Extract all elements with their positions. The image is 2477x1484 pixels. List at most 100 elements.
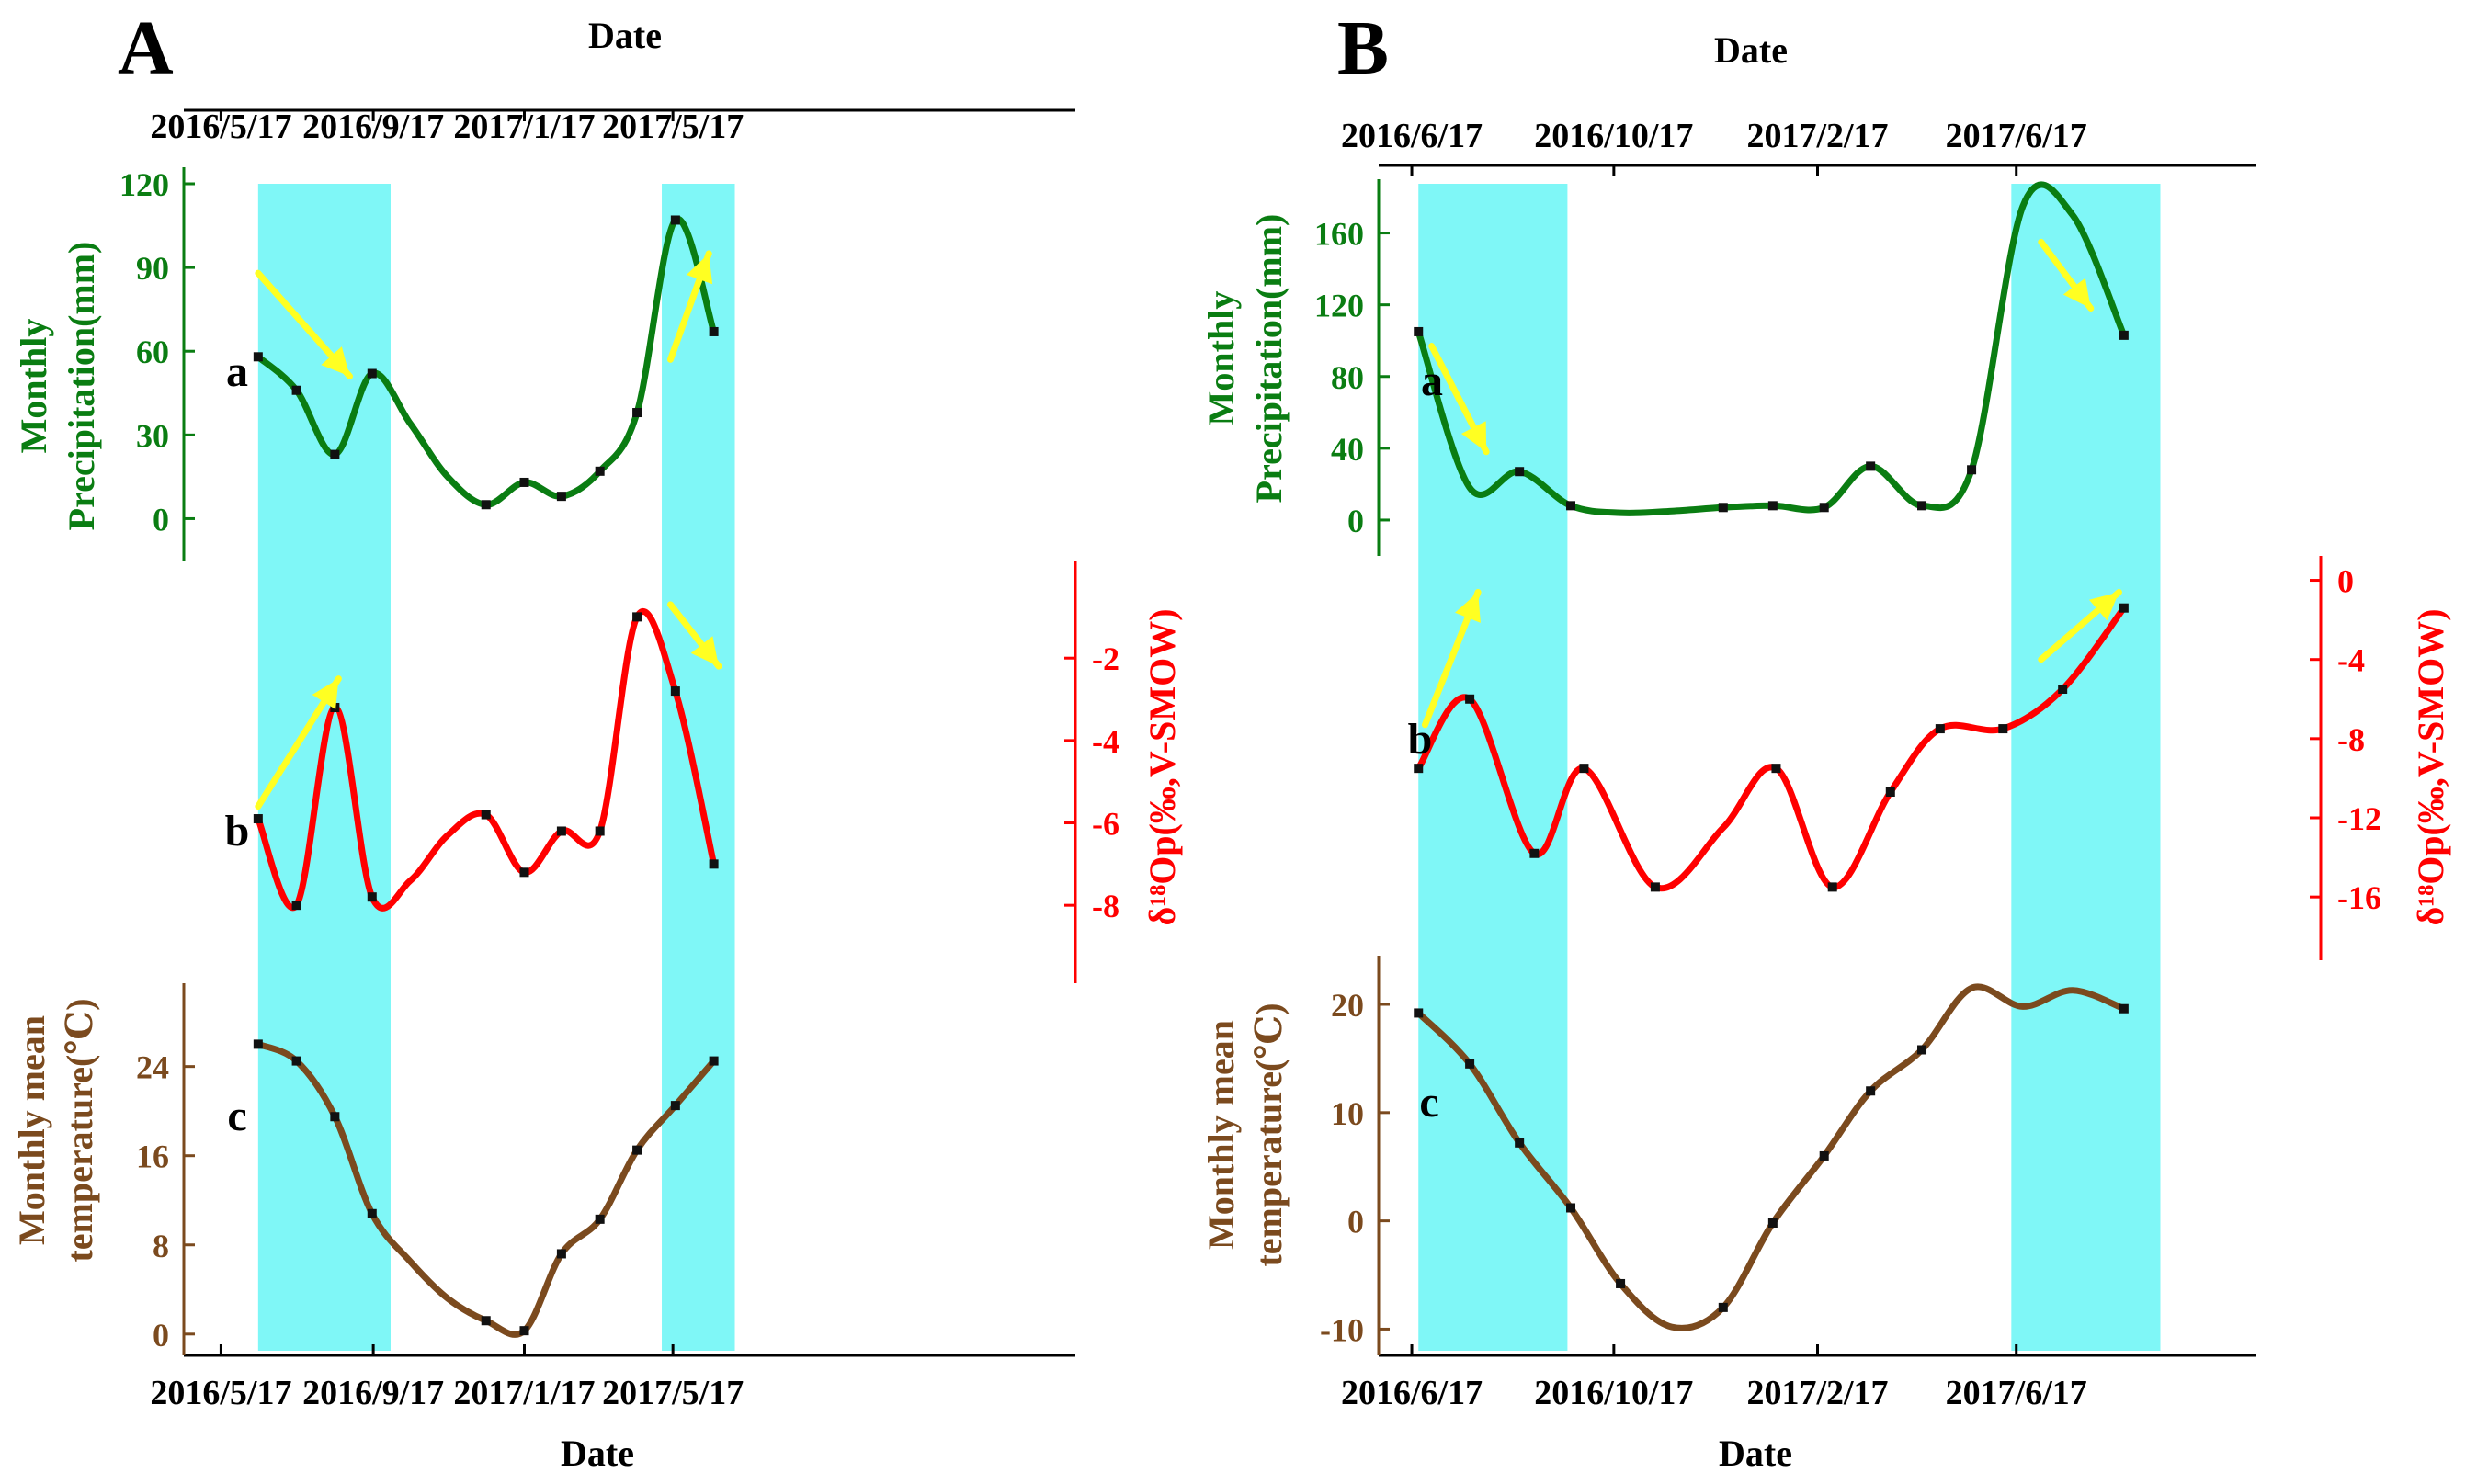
panel-b-b-y-tick-label: -4 (2337, 642, 2365, 679)
panel-a-letter: A (118, 6, 174, 91)
panel-a-series-c-point (709, 1056, 719, 1066)
panel-b-bottom-x-tick-label: 2017/2/17 (1746, 1374, 1888, 1412)
panel-a-series-c-point (291, 1056, 301, 1066)
panel-b-c-y-tick-label: -10 (1320, 1311, 1364, 1348)
panel-a-c-y-tick-label: 24 (136, 1049, 169, 1086)
panel-b-c-y-tick-label: 10 (1331, 1095, 1364, 1132)
panel-a-series-b-point (253, 814, 263, 824)
panel-b-d18o-ylabel: δ¹⁸Op(‰,V-SMOW) (2410, 608, 2451, 925)
panel-a-series-a-point (481, 500, 491, 510)
panel-a-series-b-point (670, 686, 680, 697)
panel-b-series-b-point (1465, 694, 1475, 704)
panel-a-shaded-period-2 (662, 184, 735, 1351)
panel-a-series-c-point (481, 1316, 491, 1326)
panel-b-top-x-tick-label: 2017/2/17 (1746, 117, 1888, 155)
panel-b-series-c-line (1415, 983, 2128, 1331)
panel-b-temp-ylabel-line1: Monthly mean (1200, 1020, 1242, 1250)
panel-b-precip-ylabel-line1: Monthly (1200, 291, 1242, 426)
panel-a-b-y-tick-label: -4 (1092, 723, 1119, 760)
panel-a-series-a-point (632, 408, 642, 418)
panel-a-series-b-point (556, 826, 566, 836)
panel-b-shaded-period-2 (2011, 184, 2161, 1351)
panel-a-a-y-tick-label: 120 (119, 166, 169, 203)
panel-b-letter: B (1337, 6, 1389, 91)
panel-b-sub-c: c (1419, 1078, 1438, 1127)
panel-b-series-b-point (1935, 724, 1945, 734)
panel-b-series-c-point (1718, 1302, 1728, 1312)
panel-a-trend-arrow-3-head (686, 253, 713, 285)
panel-a-series-c-point (556, 1249, 566, 1259)
panel-b-series-b-point (1885, 787, 1895, 797)
panel-b-series-c-point (2119, 1003, 2129, 1014)
panel-a-series-c-point (670, 1101, 680, 1111)
panel-a-trend-arrow-1-head (321, 346, 350, 377)
panel-b-series-a-point (1967, 465, 1977, 475)
panel-a-series-c-point (253, 1039, 263, 1049)
panel-b-a-y-tick-label: 160 (1314, 216, 1364, 253)
panel-a-a-y-tick-label: 60 (136, 334, 169, 370)
panel-a-temp-ylabel-line2: temperature(℃) (59, 998, 100, 1262)
panel-b-series-a-point (1819, 503, 1829, 513)
panel-b-series-c-point (1465, 1059, 1475, 1069)
panel-a-b-y-tick-label: -8 (1092, 888, 1119, 924)
panel-b-bottom-x-tick-label: 2016/6/17 (1341, 1374, 1483, 1412)
panel-b-top-date-label: Date (1714, 29, 1788, 71)
panel-a-series-b-point (595, 826, 605, 836)
panel-b-series-b-point (1529, 848, 1540, 858)
panel-b-series-b-line (1415, 605, 2128, 892)
panel-b-series-c-point (1767, 1218, 1778, 1228)
panel-a-series-a-point (670, 215, 680, 225)
panel-b-bottom-x-tick-label: 2016/10/17 (1534, 1374, 1693, 1412)
panel-a-series-b-point (481, 810, 491, 820)
panel-a-series-b-point (291, 901, 301, 911)
panel-a-series-c-point (367, 1208, 377, 1218)
panel-a-top-x-tick-label: 2016/5/17 (150, 108, 291, 146)
panel-b-series-b-point (1771, 764, 1781, 774)
panel-b-series-c-point (1819, 1150, 1829, 1161)
panel-b-trend-arrow-2-head (1455, 592, 1481, 623)
panel-b-series-c-point (1414, 1008, 1424, 1018)
panel-b-a-y-tick-label: 0 (1347, 503, 1364, 539)
panel-a-series-a-point (556, 492, 566, 502)
panel-b-bottom-x-tick-label: 2017/6/17 (1946, 1374, 2087, 1412)
panel-a-series-a-point (519, 477, 529, 487)
panel-a-series-a-point (367, 368, 377, 379)
panel-a-b-y-tick-label: -6 (1092, 806, 1119, 843)
panel-b-a-y-tick-label: 80 (1331, 359, 1364, 396)
panel-a-sub-b: b (225, 807, 250, 855)
panel-a-a-y-tick-label: 30 (136, 417, 169, 454)
panel-b-sub-b: b (1408, 715, 1433, 764)
panel-b-series-a-point (1414, 326, 1424, 336)
panel-a-top-x-tick-label: 2017/1/17 (453, 108, 595, 146)
panel-b-series-b-point (1998, 724, 2008, 734)
panel-a-precip-ylabel-line2: Precipitation(mm) (61, 242, 102, 531)
panel-b-c-y-tick-label: 0 (1347, 1204, 1364, 1240)
panel-a-bottom-x-tick-label: 2016/9/17 (302, 1374, 444, 1412)
panel-a-series-a-point (595, 466, 605, 476)
panel-b-series-a-point (1515, 467, 1525, 477)
panel-a-shaded-period-1 (257, 184, 391, 1351)
panel-b-series-a-point (1767, 501, 1778, 511)
panel-a-bottom-x-tick-label: 2017/5/17 (602, 1374, 744, 1412)
panel-a-series-c-point (330, 1112, 340, 1122)
panel-b-b-y-tick-label: -16 (2337, 879, 2381, 916)
panel-b-top-x-tick-label: 2016/6/17 (1341, 117, 1483, 155)
panel-b-a-y-tick-label: 40 (1331, 431, 1364, 468)
panel-b-series-c-point (1515, 1138, 1525, 1148)
panel-a-series-a-point (291, 385, 301, 395)
panel-b-shaded-period-1 (1418, 184, 1568, 1351)
panel-b-precip-ylabel-line2: Precipitation(mm) (1248, 214, 1290, 504)
panel-a-bottom-date-label: Date (561, 1433, 634, 1474)
panel-b-top-x-tick-label: 2017/6/17 (1946, 117, 2087, 155)
panel-a-series-a-point (253, 352, 263, 362)
panel-b: 2016/6/17 2016/6/17 2016/10/17 2016/10/17 20… (1314, 117, 2381, 1412)
panel-a-series-a-point (709, 326, 719, 336)
panel-a-series-b-point (519, 867, 529, 878)
panel-a-series-b-point (367, 892, 377, 902)
panel-b-series-b-point (1650, 882, 1660, 892)
panel-a-a-y-tick-label: 0 (153, 501, 169, 538)
panel-b-trend-arrow-1-head (1461, 421, 1487, 452)
panel-b-series-b-point (1579, 764, 1589, 774)
panel-b-b-y-tick-label: 0 (2337, 563, 2354, 600)
